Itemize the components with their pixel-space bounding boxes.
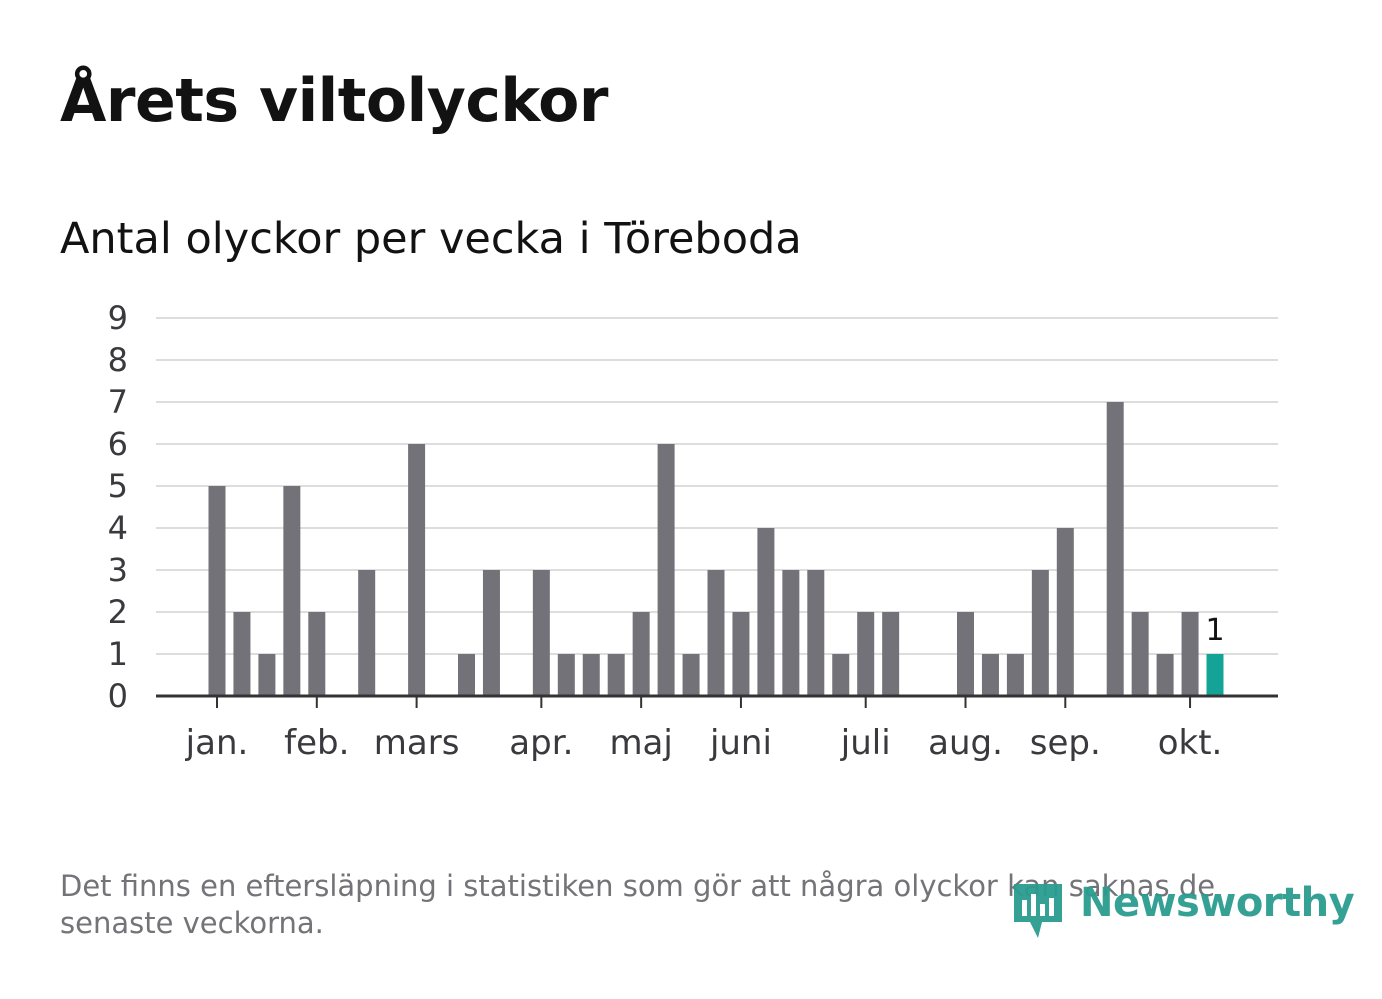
- x-tick-label: feb.: [284, 723, 349, 763]
- data-labels: 1: [1205, 613, 1224, 648]
- newsworthy-logo: Newsworthy: [1010, 878, 1355, 942]
- y-tick-label: 8: [108, 341, 128, 379]
- bar: [1181, 612, 1199, 696]
- brand-name: Newsworthy: [1080, 880, 1355, 926]
- bar: [233, 612, 251, 696]
- bar: [308, 612, 326, 696]
- y-tick-label: 1: [108, 635, 128, 673]
- x-tick-label: mars: [374, 723, 460, 763]
- bar: [1156, 654, 1174, 696]
- bar: [283, 486, 301, 696]
- bar: [258, 654, 276, 696]
- x-tick-label: sep.: [1030, 723, 1101, 763]
- bar: [458, 654, 475, 696]
- bar: [582, 654, 600, 696]
- x-tick-label: okt.: [1158, 723, 1223, 763]
- bar: [607, 654, 625, 696]
- x-tick-label: jan.: [185, 723, 249, 763]
- bar: [782, 570, 800, 696]
- x-tick-label: aug.: [928, 723, 1003, 763]
- y-tick-label: 3: [108, 551, 128, 589]
- bar: [408, 444, 426, 696]
- bars: [208, 402, 1224, 696]
- y-tick-label: 2: [108, 593, 128, 631]
- bar: [732, 612, 750, 696]
- bar-current-week: [1206, 654, 1224, 696]
- bar: [1131, 612, 1149, 696]
- bar: [682, 654, 700, 696]
- x-tick-label: maj: [609, 723, 672, 763]
- y-tick-label: 9: [108, 299, 128, 337]
- bar: [832, 654, 850, 696]
- bar: [707, 570, 725, 696]
- bar: [1031, 570, 1049, 696]
- bar: [1106, 402, 1124, 696]
- bar: [957, 612, 974, 696]
- y-tick-label: 5: [108, 467, 128, 505]
- bar: [981, 654, 999, 696]
- bar: [208, 486, 226, 696]
- y-tick-label: 7: [108, 383, 128, 421]
- bar: [482, 570, 500, 696]
- y-tick-label: 0: [108, 677, 128, 715]
- bar: [557, 654, 575, 696]
- bar: [757, 528, 775, 696]
- bar: [632, 612, 650, 696]
- bar: [882, 612, 900, 696]
- y-tick-label: 4: [108, 509, 128, 547]
- bar: [807, 570, 825, 696]
- bar: [857, 612, 875, 696]
- x-tick-label: juni: [709, 723, 772, 763]
- y-tick-label: 6: [108, 425, 128, 463]
- bar: [1056, 528, 1074, 696]
- bar-value-label: 1: [1205, 613, 1224, 648]
- x-tick-label: juli: [840, 723, 891, 763]
- bar-chart: 0 1 2 3 4 5 6 7 8 9 jan. feb. mars apr. maj juni juli au…: [108, 299, 1278, 763]
- bar: [532, 570, 550, 696]
- chart-title: Årets viltolyckor: [60, 66, 609, 136]
- chart-subtitle: Antal olyckor per vecka i Töreboda: [60, 214, 802, 264]
- x-tick-label: apr.: [509, 723, 573, 763]
- x-axis-ticks: jan. feb. mars apr. maj juni juli aug. sep. okt.: [185, 696, 1223, 763]
- bar: [358, 570, 376, 696]
- bar: [657, 444, 675, 696]
- newsworthy-logo-icon: [1014, 884, 1062, 938]
- bar: [1006, 654, 1024, 696]
- y-axis-ticks: 0 1 2 3 4 5 6 7 8 9: [108, 299, 128, 715]
